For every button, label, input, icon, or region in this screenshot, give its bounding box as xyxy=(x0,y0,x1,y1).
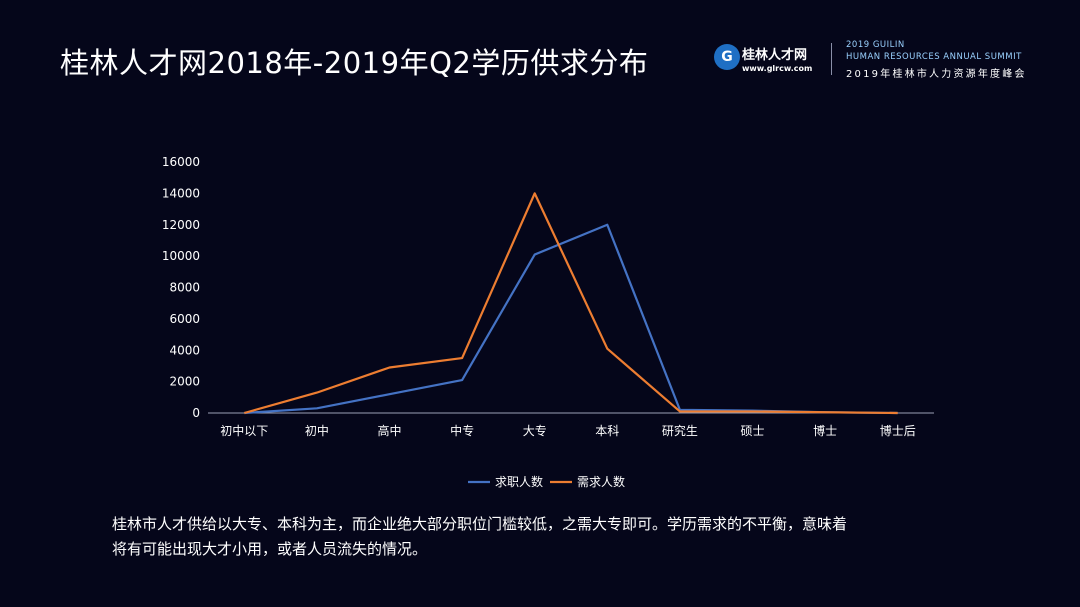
insight-caption: 桂林市人才供给以大专、本科为主，而企业绝大部分职位门槛较低，之需大专即可。学历需… xyxy=(112,512,972,562)
x-tick-label: 大专 xyxy=(523,423,547,438)
x-tick-label: 研究生 xyxy=(662,423,698,438)
x-tick-label: 中专 xyxy=(450,423,474,438)
chart-legend: 求职人数 需求人数 xyxy=(468,474,625,489)
legend-label: 求职人数 xyxy=(495,474,543,489)
brand-name: 桂林人才网 xyxy=(742,48,808,63)
x-tick-label: 博士 xyxy=(813,423,837,438)
series-line xyxy=(244,192,898,415)
page-title: 桂林人才网2018年-2019年Q2学历供求分布 xyxy=(60,46,649,80)
summit-line-1: 2019 GUILIN xyxy=(846,40,905,50)
x-tick-label: 高中 xyxy=(377,423,401,438)
y-tick-label: 14000 xyxy=(162,186,200,200)
y-axis-ticks: 16000 14000 12000 10000 8000 6000 4000 2000 0 xyxy=(162,155,200,420)
brand-divider xyxy=(831,43,832,75)
x-tick-label: 硕士 xyxy=(740,424,764,438)
y-tick-label: 12000 xyxy=(162,218,200,232)
y-tick-label: 16000 xyxy=(162,155,200,169)
caption-line-1: 桂林市人才供给以大专、本科为主，而企业绝大部分职位门槛较低，之需大专即可。学历需… xyxy=(112,515,848,533)
summit-line-3: 2019年桂林市人力资源年度峰会 xyxy=(846,69,1027,80)
brand-logo-icon: G xyxy=(714,44,740,70)
y-tick-label: 0 xyxy=(192,406,200,420)
y-tick-label: 6000 xyxy=(169,312,200,326)
legend-label: 需求人数 xyxy=(577,474,625,489)
x-axis-ticks: 初中以下 初中 高中 中专 大专 本科 研究生 硕士 博士 博士后 xyxy=(220,423,915,438)
y-tick-label: 10000 xyxy=(162,249,200,263)
y-tick-label: 2000 xyxy=(169,375,200,389)
x-tick-label: 博士后 xyxy=(880,423,916,438)
brand-header: G 桂林人才网 www.glrcw.com 2019 GUILIN HUMAN … xyxy=(714,40,1054,80)
brand-url: www.glrcw.com xyxy=(742,64,813,73)
x-tick-label: 初中以下 xyxy=(220,423,268,438)
x-tick-label: 本科 xyxy=(595,424,619,438)
y-tick-label: 8000 xyxy=(169,281,200,295)
caption-line-2: 将有可能出现大才小用，或者人员流失的情况。 xyxy=(112,540,428,558)
y-tick-label: 4000 xyxy=(169,343,200,357)
series-lines xyxy=(244,192,898,415)
summit-line-2: HUMAN RESOURCES ANNUAL SUMMIT xyxy=(846,52,1022,62)
x-tick-label: 初中 xyxy=(305,423,329,438)
